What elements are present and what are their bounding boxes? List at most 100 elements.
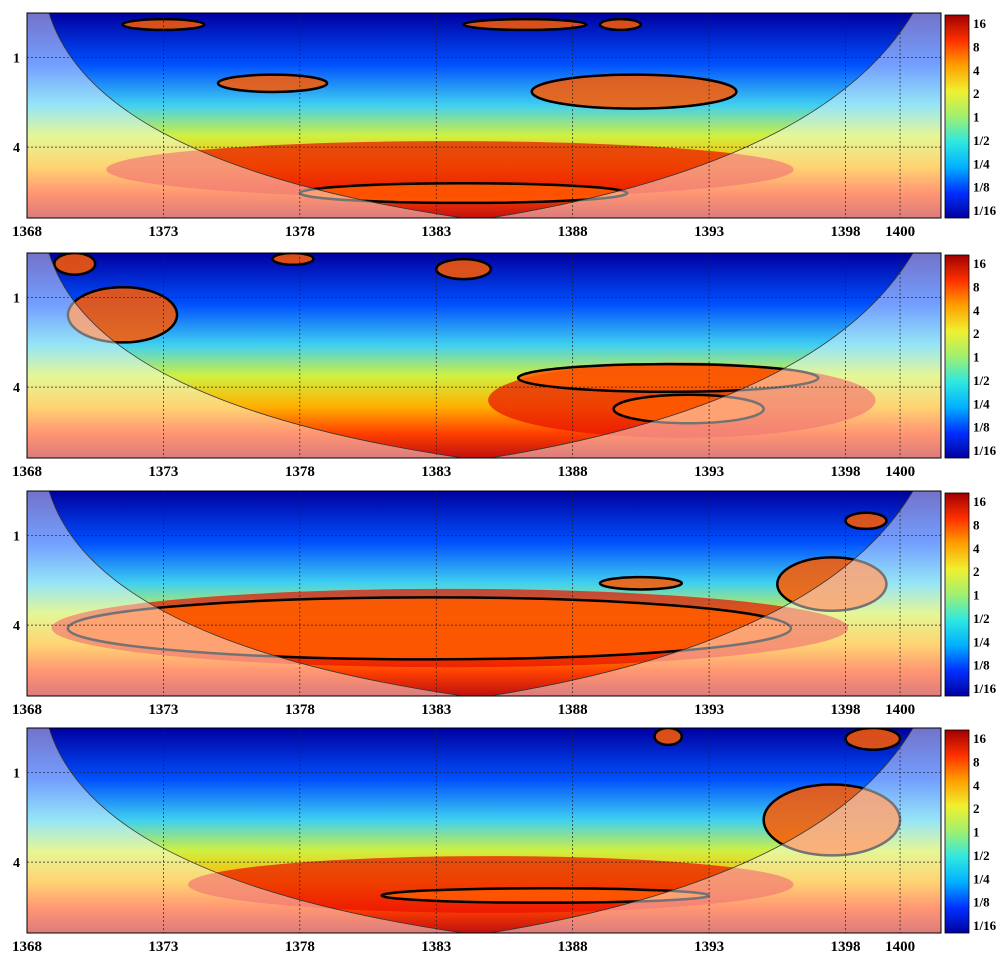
y-tick-label: 1 <box>13 530 20 545</box>
colorbar-label: 4 <box>973 778 980 793</box>
wavelet-panel-1: 1 4 1368 1373 1378 1383 1388 1393 1398 1400 16 8 4 2 1… <box>12 12 997 240</box>
colorbar-label: 4 <box>973 63 980 78</box>
plot-frame <box>26 490 942 697</box>
colorbar-label: 1/16 <box>973 443 997 458</box>
colorbar-label: 1/4 <box>973 156 990 171</box>
significance-contour <box>612 393 765 425</box>
x-tick-label: 1383 <box>421 464 451 480</box>
x-tick-label: 1368 <box>12 224 42 240</box>
colorbar-label: 1 <box>973 350 980 365</box>
colorbar-label: 1/8 <box>973 658 990 673</box>
x-tick-label: 1373 <box>148 224 178 240</box>
y-tick-label: 4 <box>13 619 20 634</box>
colorbar-label: 8 <box>973 279 980 294</box>
x-tick-label: 1388 <box>558 464 588 480</box>
cone-of-influence-edge <box>48 13 914 218</box>
x-tick-label: 1378 <box>285 702 315 718</box>
x-tick-label: 1383 <box>421 939 451 955</box>
colorbar-label: 1/2 <box>973 611 990 626</box>
significant-region-fill <box>531 74 737 109</box>
significance-contour <box>653 728 684 747</box>
colorbar-label: 1/16 <box>973 918 997 933</box>
wavelet-panel-4: 1 4 1368 1373 1378 1383 1388 1393 1398 1400 16 8 4 2 1… <box>12 727 997 955</box>
cone-of-influence <box>27 13 941 218</box>
significant-region-fill <box>67 597 791 660</box>
colorbar-label: 1 <box>973 825 980 840</box>
x-tick-label: 1393 <box>694 702 724 718</box>
y-tick-label: 4 <box>13 381 20 396</box>
x-tick-label: 1398 <box>831 224 861 240</box>
significant-region-fill <box>599 577 682 590</box>
significance-contour <box>776 556 888 612</box>
y-tick-label: 4 <box>13 856 20 871</box>
plot-frame <box>26 727 942 934</box>
x-tick-label: 1400 <box>885 224 915 240</box>
cone-of-influence-edge <box>48 491 914 696</box>
significant-region-fill <box>845 512 887 529</box>
colorbar-label: 8 <box>973 39 980 54</box>
x-tick-label: 1368 <box>12 702 42 718</box>
x-tick-label: 1378 <box>285 939 315 955</box>
x-tick-label: 1398 <box>831 702 861 718</box>
x-tick-label: 1388 <box>558 224 588 240</box>
x-tick-label: 1388 <box>558 939 588 955</box>
colorbar-label: 1/16 <box>973 203 997 218</box>
x-tick-label: 1368 <box>12 939 42 955</box>
x-tick-label: 1378 <box>285 464 315 480</box>
plot-frame <box>26 252 942 459</box>
x-tick-label: 1400 <box>885 939 915 955</box>
colorbar-label: 1/16 <box>973 681 997 696</box>
x-tick-label: 1398 <box>831 939 861 955</box>
colorbar-label: 1/4 <box>973 634 990 649</box>
significant-region-fill <box>54 253 96 275</box>
colorbar-label: 1/2 <box>973 848 990 863</box>
colorbar-label: 16 <box>973 256 987 271</box>
x-tick-label: 1368 <box>12 464 42 480</box>
high-power-band <box>106 141 794 198</box>
significance-contour <box>598 17 643 32</box>
colorbar-label: 4 <box>973 541 980 556</box>
colorbar-label: 16 <box>973 16 987 31</box>
cone-of-influence <box>27 253 941 458</box>
wavelet-panel-3: 1 4 1368 1373 1378 1383 1388 1393 1398 1400 16 8 4 2 1… <box>12 490 997 718</box>
significance-contour <box>516 362 820 394</box>
cone-of-influence-edge <box>48 728 914 933</box>
significant-region-fill <box>654 728 682 745</box>
x-tick-label: 1383 <box>421 224 451 240</box>
x-tick-label: 1393 <box>694 464 724 480</box>
cone-of-influence-edge <box>48 253 914 458</box>
colorbar-label: 16 <box>973 494 987 509</box>
y-tick-label: 1 <box>13 292 20 307</box>
significance-contour <box>598 575 684 591</box>
colorbar-label: 1/4 <box>973 871 990 886</box>
significant-region-fill <box>613 394 764 424</box>
significant-region-fill <box>272 253 314 265</box>
x-tick-label: 1388 <box>558 702 588 718</box>
significant-region-fill <box>67 287 178 343</box>
significance-contour <box>216 73 329 94</box>
significant-region-fill <box>122 19 205 30</box>
x-tick-label: 1383 <box>421 702 451 718</box>
significance-contour <box>66 596 793 661</box>
x-tick-label: 1378 <box>285 224 315 240</box>
x-tick-label: 1373 <box>148 939 178 955</box>
colorbar-label: 1 <box>973 588 980 603</box>
x-tick-label: 1400 <box>885 464 915 480</box>
colorbar-label: 2 <box>973 564 980 579</box>
y-tick-label: 4 <box>13 141 20 156</box>
colorbar-label: 2 <box>973 86 980 101</box>
x-tick-label: 1373 <box>148 464 178 480</box>
significance-contour <box>530 73 738 110</box>
colorbar-label: 4 <box>973 303 980 318</box>
colorbar <box>944 14 970 219</box>
colorbar-label: 1 <box>973 110 980 125</box>
x-tick-label: 1393 <box>694 939 724 955</box>
significant-region-fill <box>518 364 819 392</box>
significant-region-fill <box>463 19 587 30</box>
significant-region-fill <box>777 557 887 611</box>
colorbar <box>944 492 970 697</box>
significant-region-fill <box>845 728 901 750</box>
plot-frame <box>26 12 942 219</box>
colorbar <box>944 254 970 459</box>
